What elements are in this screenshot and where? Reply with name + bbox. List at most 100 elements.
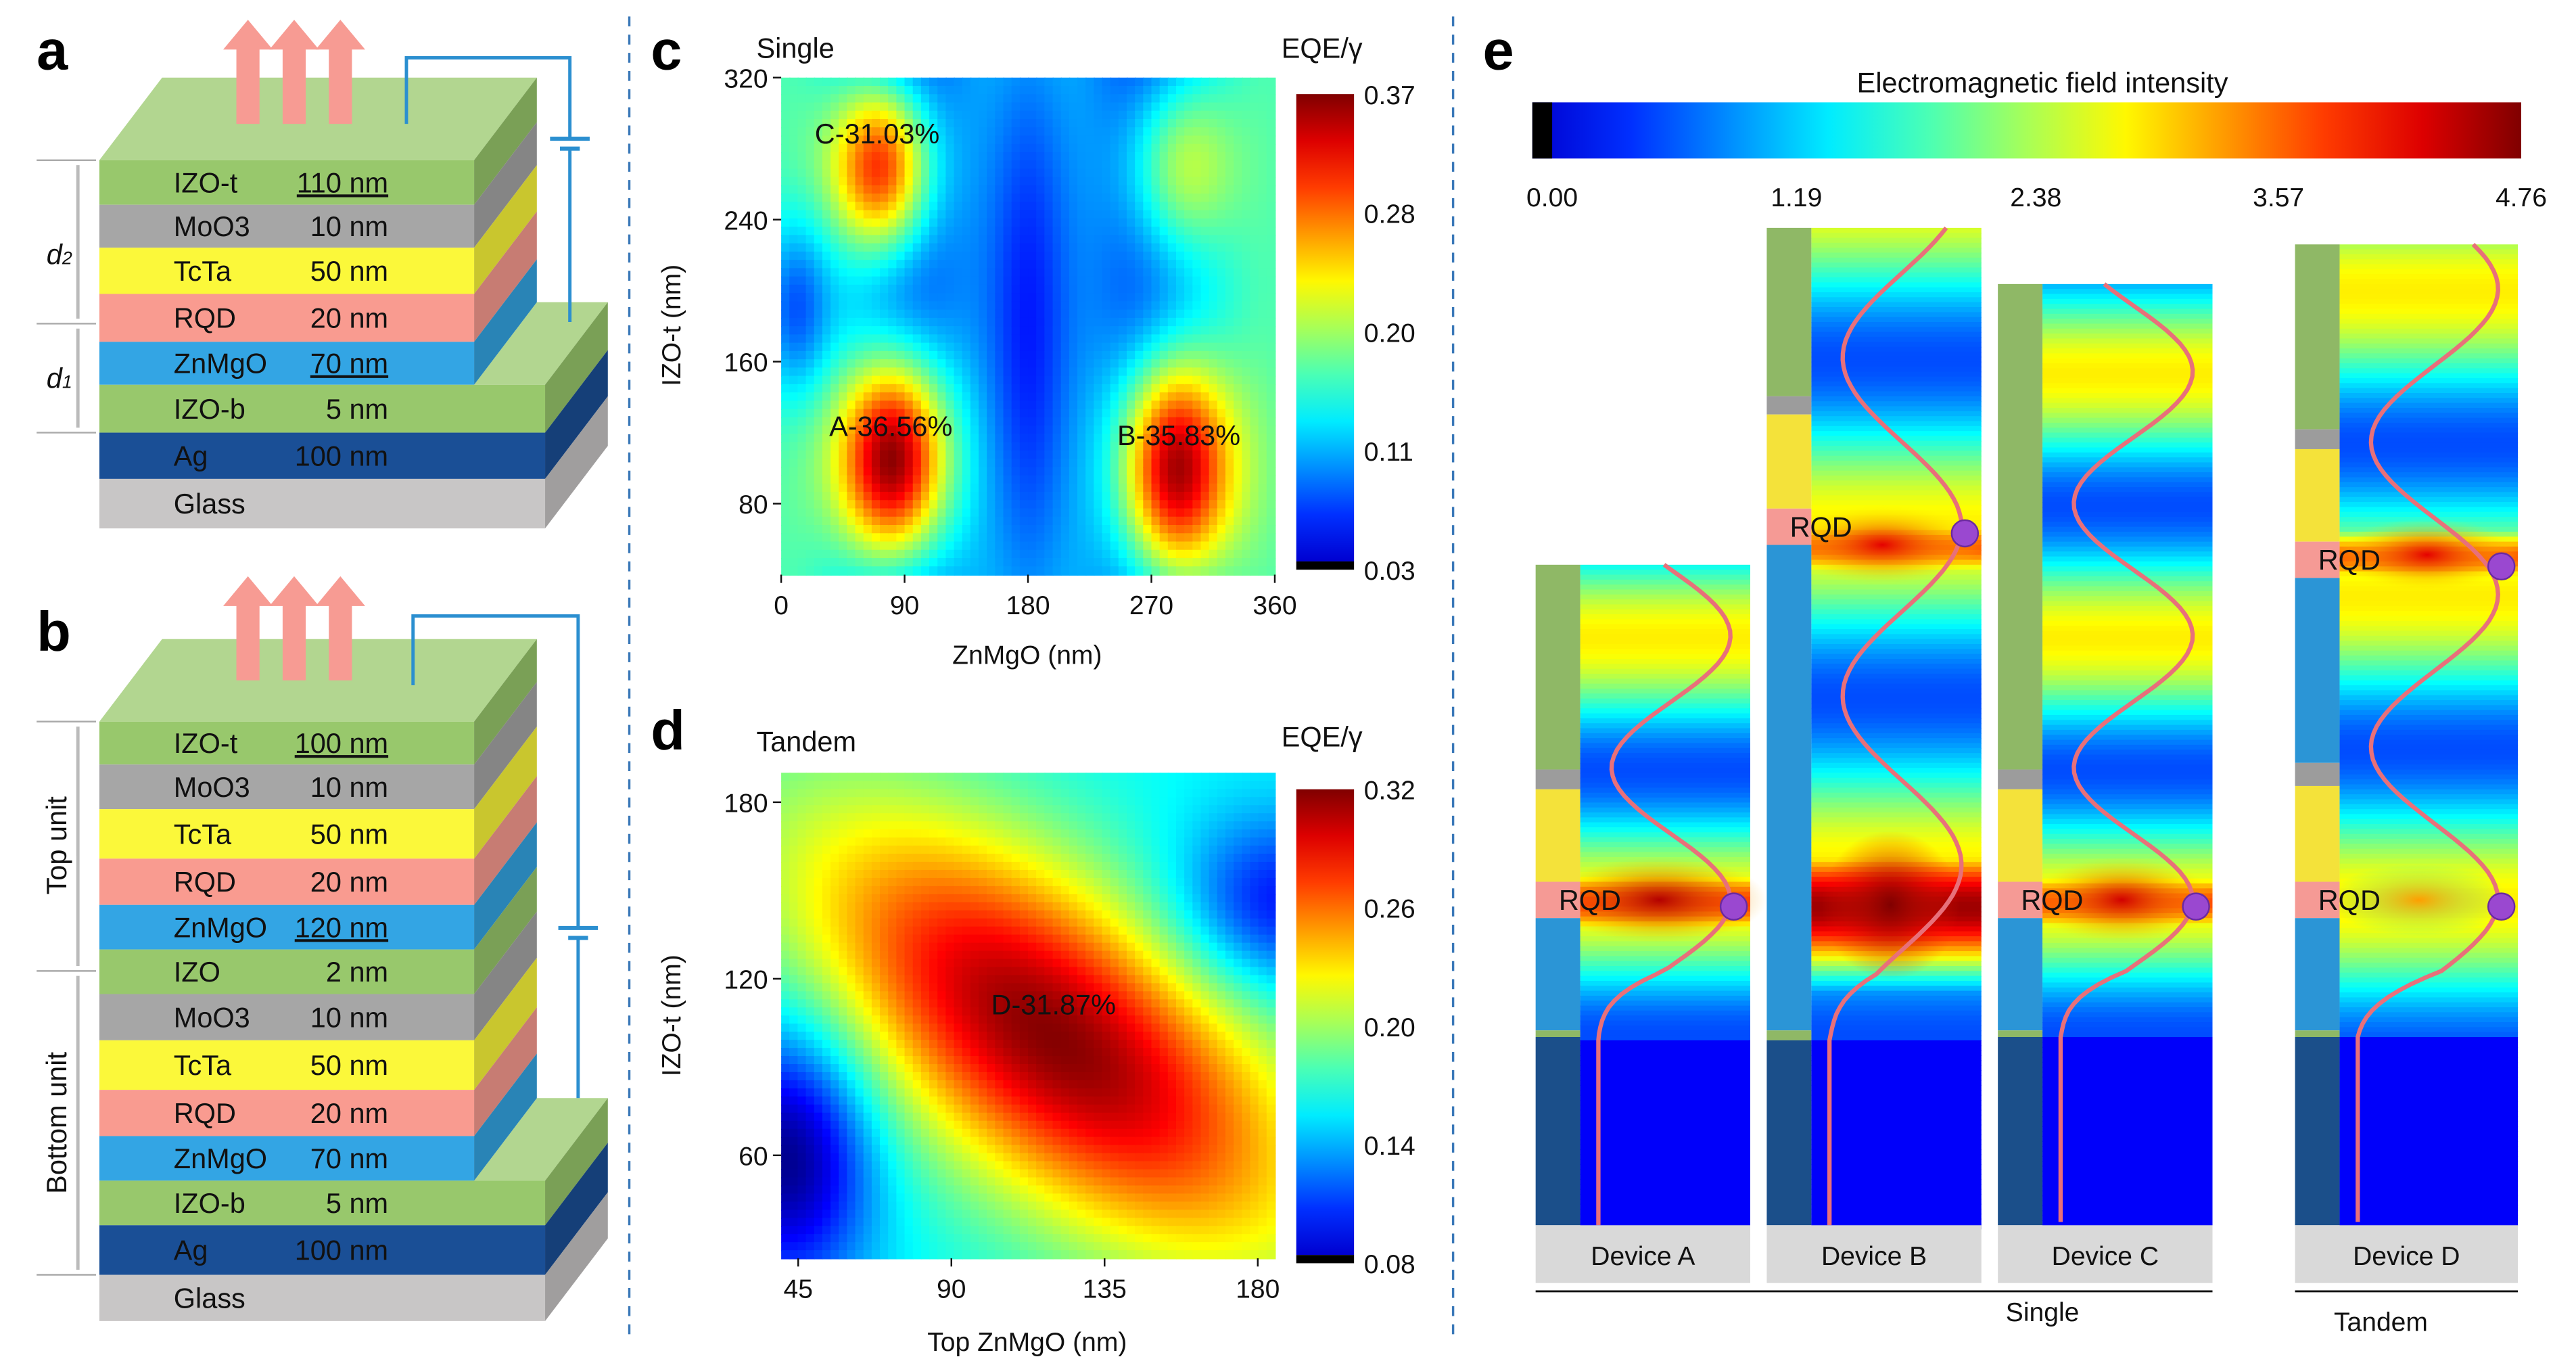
heatmap-cell xyxy=(1175,317,1186,327)
heatmap-cell xyxy=(1225,359,1235,369)
heatmap-cell xyxy=(904,902,914,912)
heatmap-cell xyxy=(912,1161,922,1170)
heatmap-cell xyxy=(814,926,824,936)
heatmap-cell xyxy=(1060,350,1071,361)
heatmap-cell xyxy=(863,558,873,568)
heatmap-cell xyxy=(1094,392,1103,402)
heatmap-cell xyxy=(896,359,906,369)
heatmap-cell xyxy=(1217,417,1227,427)
heatmap-cell xyxy=(1110,533,1120,543)
heatmap-cell xyxy=(929,558,939,568)
heatmap-cell xyxy=(888,152,897,162)
heatmap-cell xyxy=(1127,135,1136,145)
heatmap-cell xyxy=(880,152,889,162)
heatmap-cell xyxy=(1200,326,1211,336)
heatmap-cell xyxy=(920,1177,931,1187)
heatmap-cell xyxy=(1151,392,1161,402)
heatmap-cell xyxy=(830,127,840,137)
heatmap-cell xyxy=(904,293,914,302)
heatmap-cell xyxy=(1052,566,1062,576)
heatmap-cell xyxy=(904,1007,914,1017)
heatmap-cell xyxy=(1242,227,1251,236)
heatmap-cell xyxy=(1200,235,1211,245)
heatmap-cell xyxy=(929,392,939,402)
heatmap-cell xyxy=(1052,409,1062,419)
heatmap-cell xyxy=(1200,118,1211,129)
heatmap-cell xyxy=(1234,143,1243,154)
heatmap-cell xyxy=(962,185,972,195)
heatmap-cell xyxy=(781,1250,791,1260)
heatmap-cell xyxy=(1052,400,1062,411)
heatmap-cell xyxy=(912,168,922,179)
heatmap-cell xyxy=(863,367,873,377)
heatmap-cell xyxy=(1011,549,1021,559)
heatmap-cell xyxy=(1200,251,1211,261)
heatmap-cell xyxy=(1217,425,1227,435)
heatmap-cell xyxy=(789,797,799,806)
heatmap-cell xyxy=(1143,508,1152,518)
heatmap-cell xyxy=(781,417,791,427)
heatmap-cell xyxy=(1094,235,1103,245)
heatmap-cell xyxy=(1258,533,1268,543)
heatmap-cell xyxy=(1102,492,1112,501)
heatmap-cell xyxy=(847,1201,857,1211)
heatmap-cell xyxy=(1102,450,1112,460)
heatmap-cell xyxy=(880,367,889,377)
heatmap-cell xyxy=(839,1169,848,1178)
heatmap-cell xyxy=(830,837,840,847)
heatmap-cell xyxy=(830,500,840,509)
heatmap-cell xyxy=(920,789,931,798)
heatmap-cell xyxy=(904,926,914,936)
heatmap-cell xyxy=(805,1161,816,1170)
heatmap-cell xyxy=(904,1104,914,1114)
heatmap-cell xyxy=(1019,434,1029,444)
heatmap-cell xyxy=(830,516,840,526)
heatmap-cell xyxy=(789,1048,799,1057)
heatmap-cell xyxy=(830,168,840,179)
heatmap-cell xyxy=(1036,533,1046,543)
heatmap-cell xyxy=(814,797,824,806)
heatmap-cell xyxy=(945,846,956,855)
heatmap-cell xyxy=(896,500,906,509)
heatmap-cell xyxy=(954,202,964,212)
heatmap-cell xyxy=(839,837,848,847)
heatmap-cell xyxy=(1242,243,1251,253)
colorbar-tick-label: 0.37 xyxy=(1364,81,1415,110)
heatmap-cell xyxy=(896,384,906,394)
heatmap-cell xyxy=(995,367,1005,377)
heatmap-cell xyxy=(1225,326,1235,336)
heatmap-cell xyxy=(855,541,865,551)
heatmap-cell xyxy=(830,118,840,129)
heatmap-cell xyxy=(970,417,980,427)
heatmap-cell xyxy=(830,492,840,501)
heatmap-cell xyxy=(1200,450,1211,460)
heatmap-cell xyxy=(1266,417,1276,427)
heatmap-cell xyxy=(797,846,807,855)
heatmap-cell xyxy=(805,251,816,261)
heatmap-cell xyxy=(1234,77,1243,87)
heatmap-cell xyxy=(1135,94,1144,103)
heatmap-cell xyxy=(1003,218,1013,228)
heatmap-cell xyxy=(797,967,807,976)
heatmap-cell xyxy=(863,910,873,920)
heatmap-cell xyxy=(871,959,881,968)
heatmap-cell xyxy=(920,1242,931,1251)
heatmap-cell xyxy=(1209,334,1219,344)
heatmap-cell xyxy=(797,434,807,444)
heatmap-cell xyxy=(962,177,972,187)
heatmap-cell xyxy=(797,417,807,427)
heatmap-cell xyxy=(1118,77,1128,87)
heatmap-cell xyxy=(1175,276,1186,286)
heatmap-cell xyxy=(830,1072,840,1082)
heatmap-cell xyxy=(1118,375,1128,386)
heatmap-cell xyxy=(1209,135,1219,145)
heatmap-cell xyxy=(1242,293,1251,302)
heatmap-cell xyxy=(1225,459,1235,468)
heatmap-cell xyxy=(929,1048,939,1057)
heatmap-cell xyxy=(912,1128,922,1138)
heatmap-cell xyxy=(871,854,881,863)
heatmap-cell xyxy=(880,813,889,823)
heatmap-cell xyxy=(1225,202,1235,212)
heatmap-cell xyxy=(1258,566,1268,576)
heatmap-cell xyxy=(805,516,816,526)
